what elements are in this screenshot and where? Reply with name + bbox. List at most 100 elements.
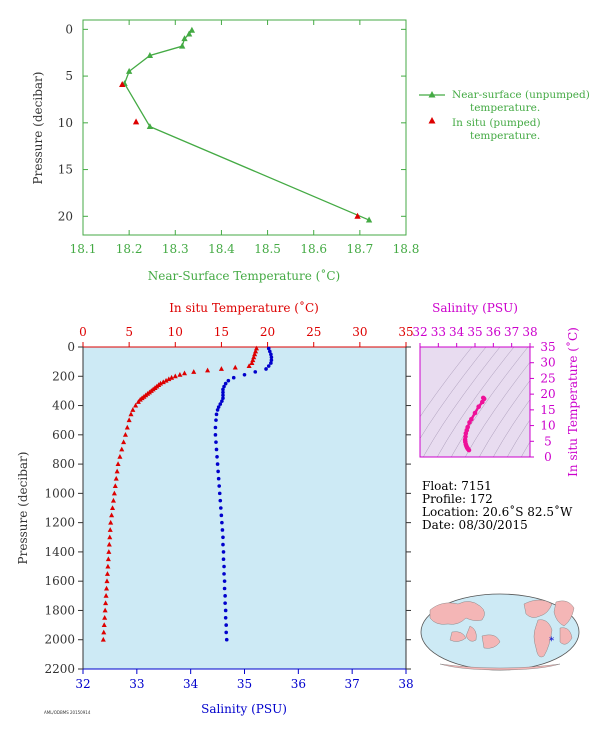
ts-x-tick-label: 33 xyxy=(431,325,446,339)
ts-x-tick-label: 34 xyxy=(449,325,465,339)
salinity-point xyxy=(223,381,228,386)
data-point-unpumped xyxy=(181,35,188,42)
ts-point xyxy=(480,399,485,405)
top-x-tick-label: 20 xyxy=(260,325,275,339)
temperature-point xyxy=(106,541,112,547)
data-point-unpumped xyxy=(365,216,373,223)
top-x-tick-label: 0 xyxy=(79,325,87,339)
density-contour xyxy=(478,380,530,457)
legend-label-pumped-line2: temperature. xyxy=(470,130,540,142)
temperature-point xyxy=(107,527,113,532)
salinity-point xyxy=(213,433,218,437)
salinity-point xyxy=(215,462,220,466)
salinity-point xyxy=(222,586,227,591)
x-tick-label: 18.2 xyxy=(116,242,143,256)
map-float-marker: * xyxy=(549,636,554,647)
temperature-point xyxy=(181,370,188,376)
salinity-point xyxy=(215,454,219,459)
temperature-point xyxy=(104,585,110,591)
y-tick-label: 400 xyxy=(52,399,75,413)
legend-label-unpumped-line2: temperature. xyxy=(470,102,540,114)
y-tick-label: 10 xyxy=(58,116,73,130)
salinity-point xyxy=(269,358,274,362)
salinity-point xyxy=(221,542,225,547)
temperature-point xyxy=(102,607,108,613)
salinity-point xyxy=(215,408,220,412)
salinity-point xyxy=(266,364,271,368)
salinity-point xyxy=(223,615,228,620)
temperature-point xyxy=(218,366,224,371)
salinity-point xyxy=(221,393,225,398)
temperature-point xyxy=(113,475,119,481)
temperature-point xyxy=(172,373,178,379)
temperature-point xyxy=(110,505,116,510)
ts-y-tick-label: 0 xyxy=(544,450,552,464)
legend-marker-unpumped xyxy=(428,91,436,98)
ts-y-tick-label: 10 xyxy=(540,419,555,433)
near-surface-panel: 18.1 18.2 18.3 18.4 18.5 18.6 18.7 18.8 0 5 10 15 20… xyxy=(31,19,590,283)
temperature-point xyxy=(249,360,255,366)
temperature-point xyxy=(232,364,238,370)
salinity-point xyxy=(253,370,258,374)
temperature-point xyxy=(104,578,110,584)
y-tick-label: 2000 xyxy=(44,633,75,647)
top-x-tick-label: 25 xyxy=(306,325,321,339)
density-contour xyxy=(420,347,487,440)
profile-number: Profile: 172 xyxy=(422,492,493,506)
series-line-unpumped xyxy=(123,29,370,221)
data-point-unpumped xyxy=(188,26,196,33)
y-tick-label: 800 xyxy=(52,457,75,471)
ts-y-tick-label: 20 xyxy=(540,387,555,401)
salinity-point xyxy=(221,535,225,540)
density-contour xyxy=(506,419,530,457)
temperature-point xyxy=(106,549,112,554)
density-contour xyxy=(420,347,473,418)
temperature-point xyxy=(100,636,106,642)
bottom-x-tick-label: 32 xyxy=(75,677,90,691)
profile-xlabel-bottom: Salinity (PSU) xyxy=(201,702,287,716)
temperature-point xyxy=(130,407,136,412)
data-point-unpumped xyxy=(146,52,154,58)
temperature-point xyxy=(104,571,110,576)
salinity-point xyxy=(218,498,223,503)
ts-x-tick-label: 36 xyxy=(486,325,501,339)
near-surface-legend: Near-surface (unpumped) temperature. In … xyxy=(419,89,590,142)
salinity-point xyxy=(218,402,223,406)
salinity-point xyxy=(269,355,274,360)
y-tick-label: 0 xyxy=(67,340,75,354)
profile-plot-background xyxy=(83,347,406,669)
ts-x-tick-label: 35 xyxy=(467,325,482,339)
salinity-point xyxy=(264,367,268,371)
salinity-point xyxy=(214,412,219,417)
temperature-point xyxy=(117,453,123,459)
y-tick-label: 15 xyxy=(58,163,73,177)
temperature-point xyxy=(205,367,211,373)
near-surface-xlabel: Near-Surface Temperature (˚C) xyxy=(148,268,340,283)
salinity-point xyxy=(224,623,228,627)
ts-ylabel: In situ Temperature (˚C) xyxy=(565,327,580,477)
profile-panel: 0 5 10 15 20 25 30 35 32 33 34 35 36 37 38 0 200 400 600 80… xyxy=(16,300,414,716)
data-point-unpumped xyxy=(146,123,154,130)
salinity-point xyxy=(216,469,220,474)
temperature-point xyxy=(126,417,132,423)
salinity-point xyxy=(222,572,226,576)
temperature-point xyxy=(169,374,175,380)
salinity-point xyxy=(217,484,221,488)
temperature-point xyxy=(133,402,139,408)
salinity-point xyxy=(224,630,228,635)
legend-marker-pumped xyxy=(428,117,436,124)
temperature-point xyxy=(107,534,113,540)
salinity-point xyxy=(221,387,225,392)
bottom-x-tick-label: 38 xyxy=(398,677,413,691)
legend-label-pumped: In situ (pumped) xyxy=(452,117,541,129)
temperature-point xyxy=(128,411,134,417)
y-tick-label: 20 xyxy=(58,209,73,223)
ts-plot-background xyxy=(420,347,530,457)
location: Location: 20.6˚S 82.5˚W xyxy=(422,504,573,519)
salinity-point xyxy=(216,405,221,409)
bottom-x-tick-label: 34 xyxy=(183,677,199,691)
data-point-unpumped xyxy=(179,42,186,49)
x-tick-label: 18.5 xyxy=(254,242,281,256)
temperature-point xyxy=(177,372,183,377)
